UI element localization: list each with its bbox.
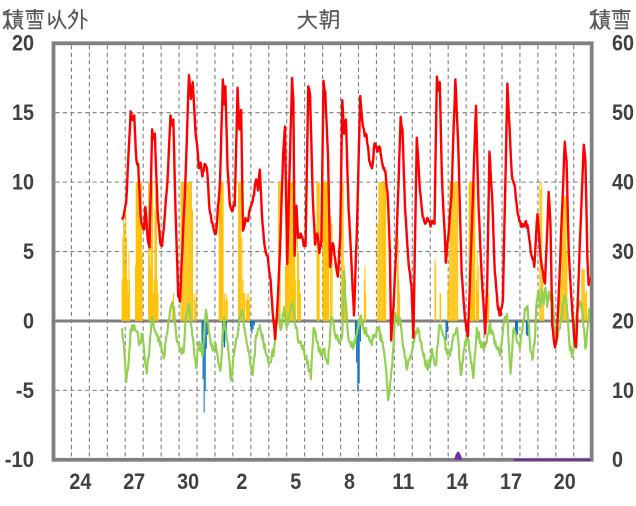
svg-text:24: 24 bbox=[69, 469, 92, 494]
svg-text:11: 11 bbox=[392, 469, 414, 494]
svg-text:8: 8 bbox=[344, 469, 355, 494]
svg-text:30: 30 bbox=[177, 469, 199, 494]
svg-text:10: 10 bbox=[612, 378, 634, 403]
svg-text:0: 0 bbox=[612, 447, 623, 472]
svg-text:-5: -5 bbox=[16, 378, 34, 403]
svg-text:40: 40 bbox=[612, 170, 634, 195]
svg-text:20: 20 bbox=[12, 31, 34, 56]
svg-text:0: 0 bbox=[23, 308, 34, 333]
svg-text:-10: -10 bbox=[5, 447, 34, 472]
svg-text:14: 14 bbox=[446, 469, 469, 494]
svg-text:5: 5 bbox=[23, 239, 34, 264]
svg-text:20: 20 bbox=[554, 469, 576, 494]
svg-text:60: 60 bbox=[612, 31, 634, 56]
svg-text:50: 50 bbox=[612, 100, 634, 125]
svg-text:20: 20 bbox=[612, 308, 634, 333]
svg-text:27: 27 bbox=[123, 469, 145, 494]
svg-text:17: 17 bbox=[500, 469, 522, 494]
svg-text:30: 30 bbox=[612, 239, 634, 264]
svg-text:5: 5 bbox=[290, 469, 301, 494]
svg-text:15: 15 bbox=[12, 100, 34, 125]
svg-text:10: 10 bbox=[12, 170, 34, 195]
svg-text:2: 2 bbox=[236, 469, 247, 494]
